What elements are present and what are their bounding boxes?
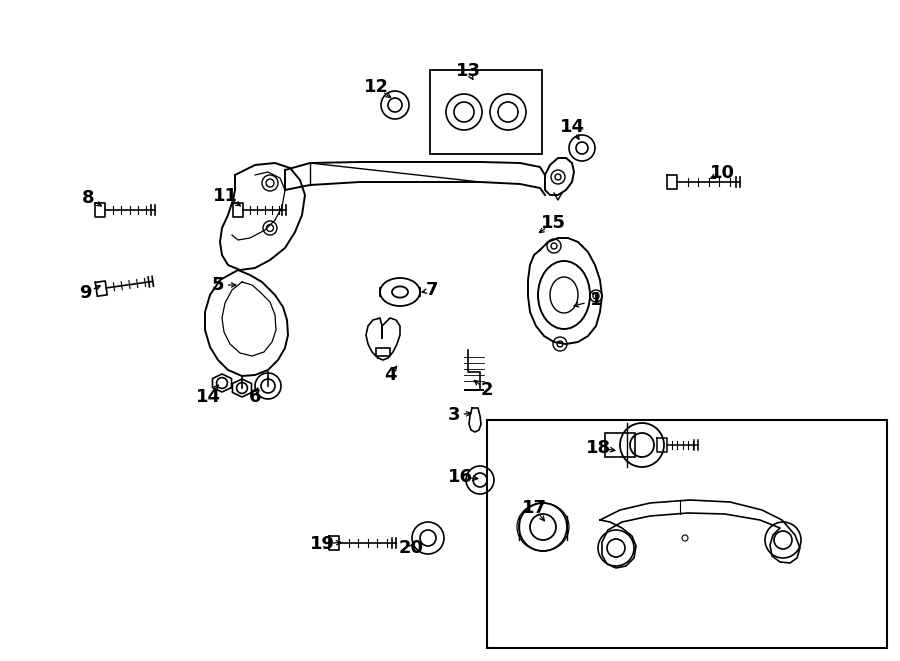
Bar — [605, 433, 635, 457]
Text: 7: 7 — [426, 281, 438, 299]
Text: 20: 20 — [399, 539, 424, 557]
Text: 1: 1 — [590, 291, 602, 309]
Text: 11: 11 — [212, 187, 238, 205]
Text: 8: 8 — [82, 189, 94, 207]
Text: 6: 6 — [248, 388, 261, 406]
Text: 14: 14 — [560, 118, 584, 136]
Text: 17: 17 — [521, 499, 546, 517]
Text: 12: 12 — [364, 78, 389, 96]
Bar — [430, 70, 542, 154]
Text: 9: 9 — [79, 284, 91, 302]
Text: 4: 4 — [383, 366, 396, 384]
Bar — [487, 420, 887, 648]
Text: 10: 10 — [709, 164, 734, 182]
Bar — [376, 348, 390, 356]
Text: 2: 2 — [481, 381, 493, 399]
Text: 19: 19 — [310, 535, 335, 553]
Text: 14: 14 — [195, 388, 220, 406]
Text: 3: 3 — [448, 406, 460, 424]
Text: 15: 15 — [541, 214, 565, 232]
Text: 13: 13 — [455, 62, 481, 80]
Text: 16: 16 — [447, 468, 473, 486]
Text: 18: 18 — [587, 439, 612, 457]
Text: 5: 5 — [212, 276, 224, 294]
